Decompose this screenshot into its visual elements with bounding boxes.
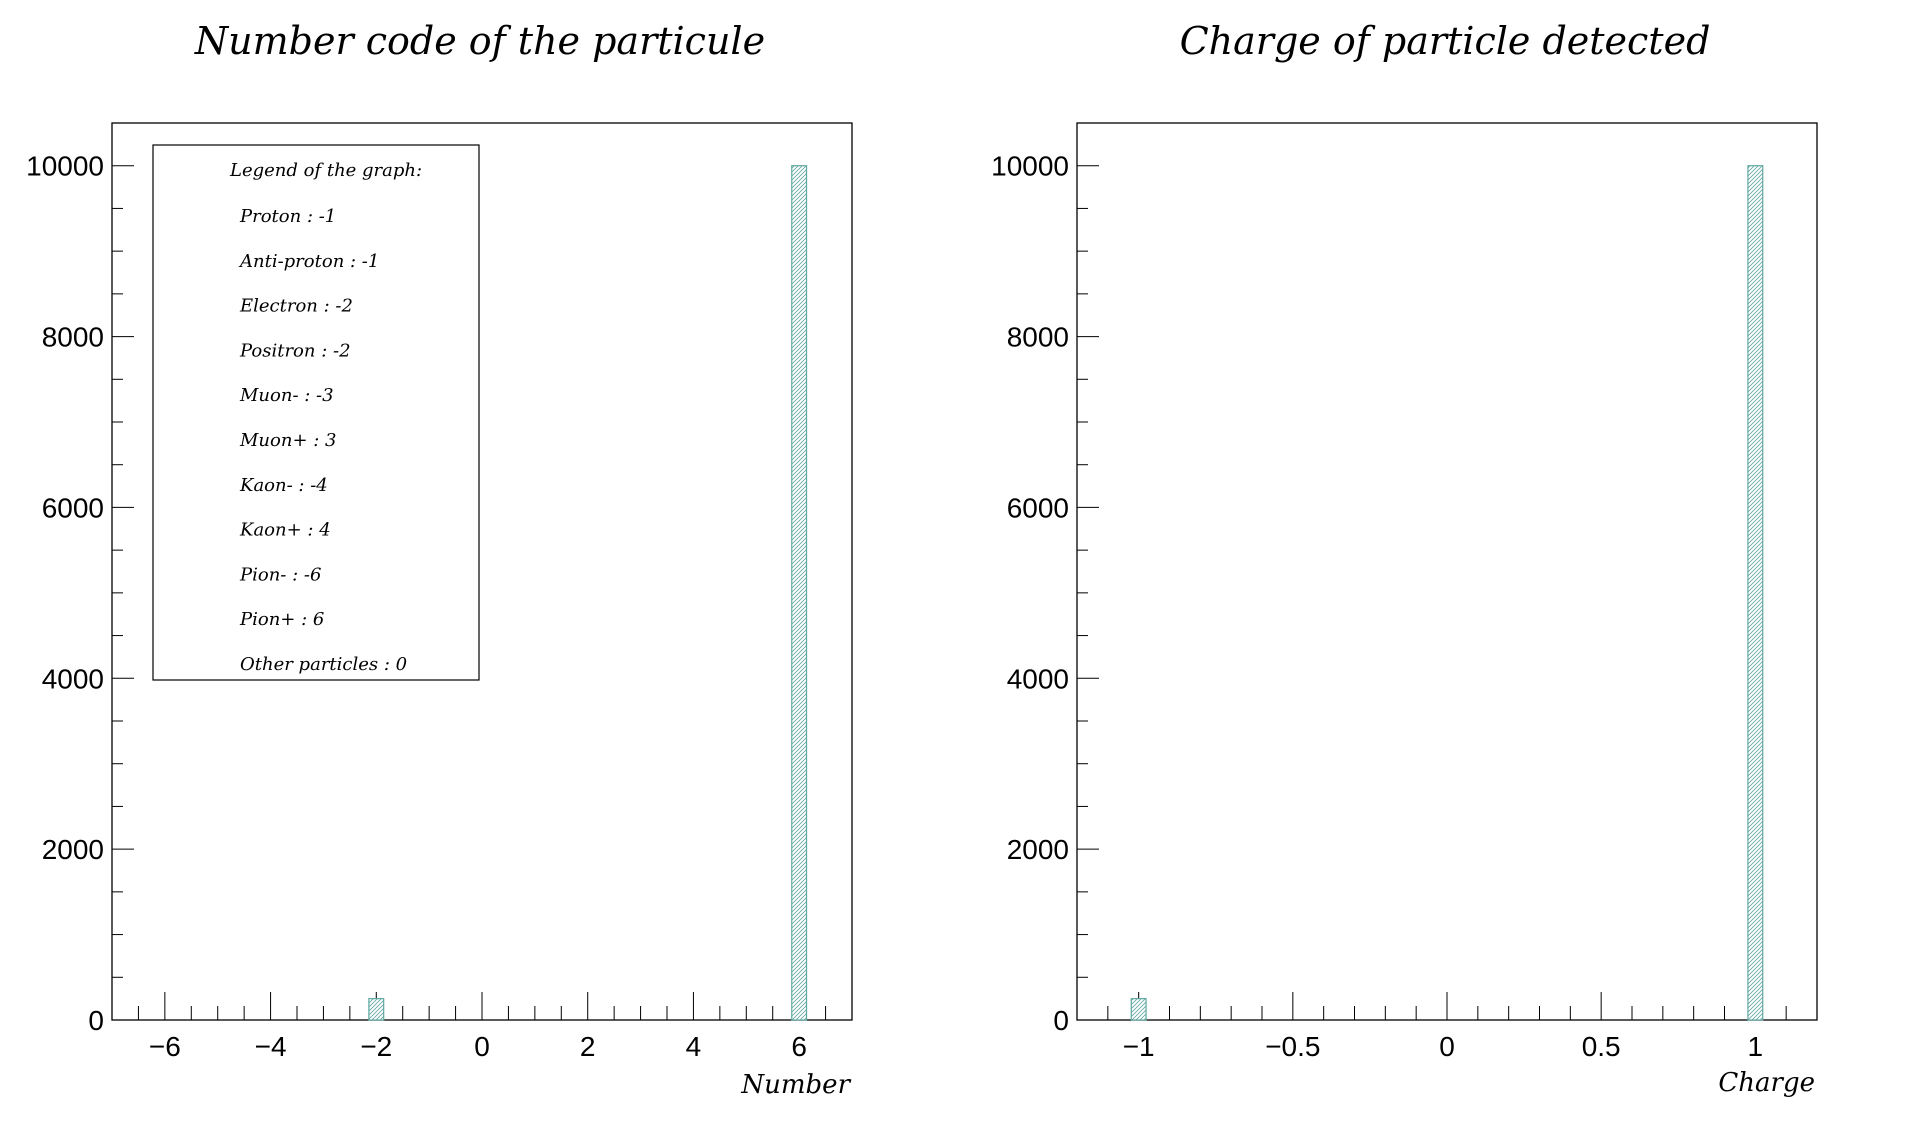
y-tick-label: 6000 — [1007, 492, 1069, 523]
y-tick-label: 4000 — [1007, 663, 1069, 694]
x-tick-label: −2 — [360, 1031, 392, 1062]
histogram-bar — [792, 166, 807, 1020]
legend-box: Legend of the graph: Proton : -1 Anti-pro… — [153, 145, 479, 680]
x-tick-label: 2 — [580, 1031, 596, 1062]
y-tick-label: 8000 — [1007, 322, 1069, 353]
y-tick-label: 2000 — [1007, 834, 1069, 865]
plot-frame — [1077, 123, 1817, 1020]
legend-entry: Electron : -2 — [239, 296, 353, 317]
y-tick-label: 0 — [88, 1005, 104, 1036]
x-tick-label: 0 — [474, 1031, 490, 1062]
y-tick-label: 8000 — [42, 322, 104, 353]
legend-entry: Other particles : 0 — [240, 654, 407, 675]
y-tick-label: 2000 — [42, 834, 104, 865]
y-tick-label: 0 — [1053, 1005, 1069, 1036]
number-code-chart: Number code of the particule 02000400060… — [26, 19, 852, 1100]
legend-entry: Pion+ : 6 — [239, 609, 324, 630]
y-tick-label: 10000 — [991, 151, 1069, 182]
chart-title: Charge of particle detected — [1180, 19, 1711, 63]
bar-series — [1131, 166, 1762, 1020]
histogram-bar — [1131, 999, 1146, 1020]
y-tick-label: 4000 — [42, 663, 104, 694]
charge-chart: Charge of particle detected 0 2000 4000 600… — [991, 19, 1817, 1098]
histogram-bar — [369, 999, 384, 1020]
y-tick-label: 6000 — [42, 492, 104, 523]
x-tick-label: 4 — [686, 1031, 702, 1062]
x-axis: −1 −0.5 0 0.5 1 — [1108, 992, 1817, 1062]
x-tick-label: 0.5 — [1582, 1031, 1621, 1062]
y-tick-label: 10000 — [26, 151, 104, 182]
legend-entry: Kaon+ : 4 — [239, 520, 331, 541]
legend-entry: Muon+ : 3 — [239, 430, 337, 451]
chart-title: Number code of the particule — [194, 19, 765, 63]
y-axis: 0 2000 4000 6000 8000 10000 — [991, 123, 1099, 1036]
legend-entry: Anti-proton : -1 — [238, 251, 379, 272]
x-tick-label: 0 — [1439, 1031, 1455, 1062]
x-axis-label: Number — [740, 1070, 851, 1100]
histogram-bar — [1748, 166, 1763, 1020]
x-tick-label: 6 — [791, 1031, 807, 1062]
x-tick-label: −0.5 — [1265, 1031, 1320, 1062]
x-axis-label: Charge — [1718, 1068, 1815, 1098]
legend-title: Legend of the graph: — [229, 160, 422, 181]
y-axis: 0 2000 4000 6000 8000 10000 — [26, 123, 134, 1036]
legend-entry: Pion- : -6 — [239, 564, 321, 585]
legend-entry: Positron : -2 — [239, 340, 351, 361]
legend-entry: Muon- : -3 — [239, 385, 334, 406]
x-tick-label: −6 — [149, 1031, 181, 1062]
legend-entry: Proton : -1 — [239, 206, 336, 227]
x-axis: −6 −4 −2 0 2 4 6 — [112, 992, 852, 1062]
x-tick-label: 1 — [1748, 1031, 1764, 1062]
x-tick-label: −1 — [1123, 1031, 1155, 1062]
legend-entry: Kaon- : -4 — [239, 475, 328, 496]
x-tick-label: −4 — [255, 1031, 287, 1062]
